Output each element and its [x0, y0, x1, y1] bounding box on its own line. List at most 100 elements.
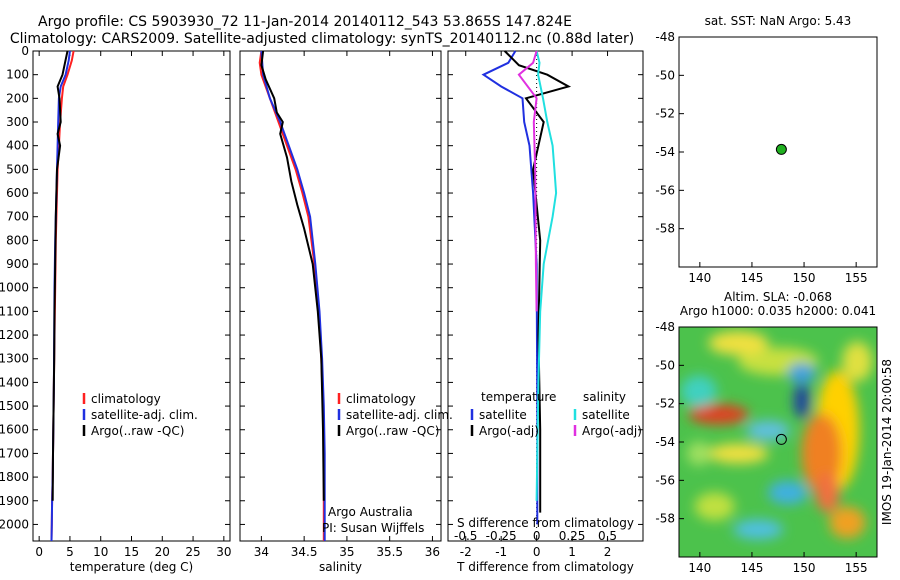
- heatmap-blobs: [680, 331, 873, 540]
- x-axis-label: salinity: [319, 560, 362, 574]
- y-tick-label: 400: [6, 139, 29, 153]
- x-tick-label: 1: [568, 545, 576, 559]
- plot-frame: [32, 50, 231, 542]
- legend-header-salinity: salinity: [583, 390, 626, 404]
- y-tick-label: 1200: [0, 328, 29, 342]
- y-tick-label: -48: [655, 320, 675, 334]
- legend-label: Argo(-adj): [479, 424, 539, 438]
- altimetry-title-line2: Argo h1000: 0.035 h2000: 0.041: [680, 304, 876, 318]
- heatmap-blob: [787, 363, 816, 383]
- plot-frame: [239, 50, 442, 542]
- legend-label: climatology: [91, 392, 161, 406]
- y-tick-label: 1000: [0, 281, 29, 295]
- x-axis-label: temperature (deg C): [70, 560, 193, 574]
- y-tick-label: 1400: [0, 375, 29, 389]
- y-tick-label: -54: [655, 145, 675, 159]
- heatmap-blob: [793, 382, 810, 419]
- salinity-panel: 34 34.5 35 35.5 36 salinity climatology satelli…: [239, 50, 453, 574]
- y-tick-label: -58: [655, 512, 675, 526]
- x-tick-label: 35: [339, 545, 354, 559]
- heatmap-field: [679, 327, 877, 557]
- x-tick-label: 150: [793, 271, 816, 285]
- x-tick-label: 145: [740, 271, 763, 285]
- x-tick-label: 10: [93, 545, 108, 559]
- annotation-pi: PI: Susan Wijffels: [322, 521, 424, 535]
- top-tick-label: -0.25: [486, 529, 517, 543]
- top-tick-label: -0.5: [454, 529, 477, 543]
- heatmap-blob: [694, 492, 735, 521]
- legend-label: climatology: [346, 392, 416, 406]
- legend-label: satellite: [582, 408, 630, 422]
- legend-label: satellite-adj. clim.: [91, 408, 198, 422]
- y-tick-label: -56: [655, 473, 675, 487]
- y-tick-label: 1500: [0, 399, 29, 413]
- y-tick-label: 1800: [0, 470, 29, 484]
- heatmap-blob: [680, 375, 717, 408]
- legend-label: satellite: [479, 408, 527, 422]
- series-line-satellite-adj-clim-: [260, 50, 326, 541]
- legend-header-temperature: temperature: [481, 390, 556, 404]
- argo-position-marker: [775, 433, 787, 445]
- y-tick-label: -52: [655, 397, 675, 411]
- series-line-argo-raw-qc-: [51, 50, 69, 501]
- x-tick-label: 25: [185, 545, 200, 559]
- series-line-satellite: [481, 50, 539, 525]
- y-tick-label: -52: [655, 107, 675, 121]
- heatmap-blob: [767, 480, 808, 505]
- location-map-panel: 140 145 150 155 -48 -50 -52 -54 -56 -58 sat. SST: …: [655, 14, 878, 285]
- y-tick-label: 1600: [0, 423, 29, 437]
- heatmap-blob: [688, 404, 749, 425]
- y-tick-label: 200: [6, 91, 29, 105]
- location-map-title: sat. SST: NaN Argo: 5.43: [705, 14, 852, 28]
- y-tick-label: 1300: [0, 352, 29, 366]
- series-line-argo-raw-qc-: [260, 50, 325, 501]
- x-tick-label: 155: [845, 271, 868, 285]
- y-tick-label: -50: [655, 68, 675, 82]
- imos-side-label: IMOS 19-Jan-2014 20:00:58: [880, 359, 894, 525]
- x-tick-label: 0: [35, 545, 43, 559]
- heatmap-blob: [733, 519, 784, 540]
- heatmap-blob: [815, 472, 840, 513]
- y-tick-label: -54: [655, 435, 675, 449]
- top-axis-label: S difference from climatology: [457, 516, 634, 530]
- series-line-climatology: [258, 50, 325, 541]
- y-tick-label: -58: [655, 222, 675, 236]
- heatmap-blob: [801, 413, 842, 494]
- x-tick-label: 155: [845, 561, 868, 575]
- altimetry-map-panel: 140 145 150 155 -48 -50 -52 -54 -56 -58 Altim. SLA…: [655, 290, 894, 575]
- x-tick-label: 0: [533, 545, 541, 559]
- x-tick-label: 15: [124, 545, 139, 559]
- altimetry-title-line1: Altim. SLA: -0.068: [724, 290, 832, 304]
- x-tick-label: 5: [66, 545, 74, 559]
- top-tick-label: 0: [533, 529, 541, 543]
- heatmap-blob: [842, 341, 873, 382]
- y-tick-label: 1100: [0, 304, 29, 318]
- legend-label: satellite-adj. clim.: [346, 408, 453, 422]
- top-tick-label: 0.5: [598, 529, 617, 543]
- difference-panel: -2 -1 0 1 2T difference from climatology S di…: [447, 50, 644, 574]
- title-line1: Argo profile: CS 5903930_72 11-Jan-2014 …: [38, 14, 572, 30]
- x-tick-label: 150: [793, 561, 816, 575]
- argo-position-marker: [775, 143, 787, 155]
- x-tick-label: 36: [425, 545, 440, 559]
- x-axis-label: T difference from climatology: [456, 560, 634, 574]
- y-tick-label: 600: [6, 186, 29, 200]
- heatmap-blob: [708, 443, 769, 464]
- heatmap-blob: [746, 420, 791, 441]
- x-tick-label: 140: [688, 561, 711, 575]
- y-tick-label: -56: [655, 183, 675, 197]
- y-tick-label: 300: [6, 115, 29, 129]
- series-line-satellite: [535, 50, 558, 501]
- y-tick-label: 700: [6, 210, 29, 224]
- x-tick-label: 35.5: [376, 545, 403, 559]
- title-line2: Climatology: CARS2009. Satellite-adjuste…: [10, 31, 634, 47]
- y-tick-label: 100: [6, 68, 29, 82]
- x-tick-label: 30: [216, 545, 231, 559]
- y-tick-label: 1900: [0, 494, 29, 508]
- legend-label: Argo(..raw -QC): [91, 424, 184, 438]
- y-tick-label: -50: [655, 358, 675, 372]
- x-tick-label: 145: [740, 561, 763, 575]
- plot-frame: [447, 50, 644, 542]
- legend-label: Argo(-adj): [582, 424, 642, 438]
